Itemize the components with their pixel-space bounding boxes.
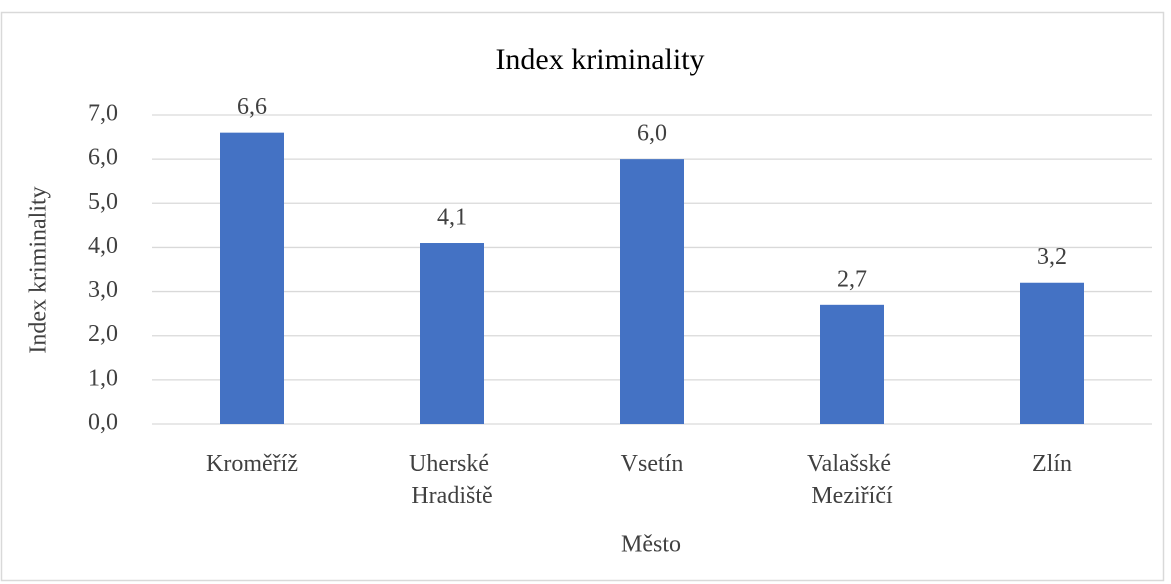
y-tick-label: 1,0 bbox=[88, 365, 118, 391]
x-axis-label: Město bbox=[621, 532, 681, 558]
y-tick-label: 2,0 bbox=[88, 321, 118, 347]
y-tick-label: 4,0 bbox=[88, 233, 118, 259]
data-label: 4,1 bbox=[437, 205, 467, 231]
x-tick-label: Uherské Hradiště bbox=[409, 451, 495, 509]
y-tick-label: 0,0 bbox=[88, 410, 118, 436]
chart-title: Index kriminality bbox=[495, 43, 704, 76]
x-tick-label: Valašské Meziříčí bbox=[807, 451, 897, 509]
x-tick-label: Zlín bbox=[1032, 451, 1072, 477]
y-axis-label: Index kriminality bbox=[26, 186, 52, 353]
bar bbox=[820, 304, 884, 424]
data-label: 6,6 bbox=[237, 94, 267, 120]
chart-border bbox=[0, 11, 1165, 582]
bar bbox=[220, 132, 284, 424]
data-label: 2,7 bbox=[837, 266, 867, 292]
y-tick-label: 7,0 bbox=[88, 101, 118, 127]
bar bbox=[1020, 282, 1084, 424]
y-tick-label: 3,0 bbox=[88, 277, 118, 303]
bar bbox=[420, 243, 484, 424]
y-tick-label: 6,0 bbox=[88, 145, 118, 171]
y-tick-label: 5,0 bbox=[88, 189, 118, 215]
data-label: 3,2 bbox=[1037, 244, 1067, 270]
x-tick-label: Vsetín bbox=[621, 451, 684, 477]
data-label: 6,0 bbox=[637, 121, 667, 147]
x-tick-label: Kroměříž bbox=[206, 451, 298, 477]
bar bbox=[620, 159, 684, 424]
